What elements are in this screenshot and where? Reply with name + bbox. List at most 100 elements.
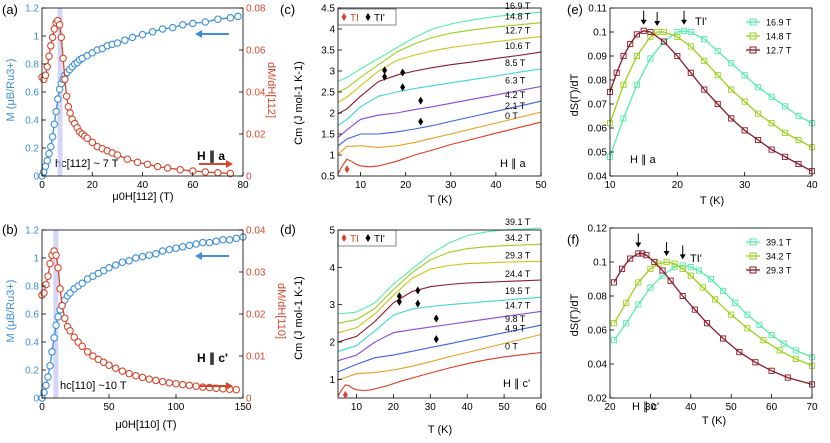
y2-tick-label: 0.08 [246, 4, 266, 15]
data-point [701, 36, 708, 43]
data-point [111, 364, 120, 372]
panel-f-peak-label: TI' [690, 253, 702, 265]
data-point [776, 347, 783, 354]
y-tick-label: 0.06 [588, 124, 608, 135]
data-point [165, 379, 174, 387]
y-tick-label: 1.2 [25, 226, 39, 237]
panel-f-plot: 39.1 T 34.2 T 29.3 T 20 30 40 50 60 70 0.02 0.04 0.… [588, 224, 818, 414]
ti-marker [342, 390, 348, 399]
y-tick-label: 0.05 [588, 148, 608, 159]
y-tick-label: 1 [33, 32, 39, 43]
ti-prime-marker [396, 297, 402, 306]
data-point [62, 92, 71, 100]
x-tick-label: 0 [39, 180, 45, 191]
data-point [133, 158, 142, 167]
panel-b-ylabel: M (μB/Ru3+) [5, 280, 17, 343]
data-point [125, 257, 133, 265]
y-tick-label: 0.07 [588, 100, 608, 111]
data-point [613, 69, 620, 76]
data-point [225, 236, 234, 244]
curve-label: 8.5 T [505, 58, 526, 68]
y-tick-label: 1 [33, 254, 39, 265]
x-tick-label: 30 [425, 402, 437, 413]
series-line-34-2-T [337, 243, 542, 324]
data-point [178, 380, 187, 389]
series-line-12-7-T [337, 36, 542, 103]
data-point [42, 381, 50, 390]
curve-label: 39.1 T [505, 217, 531, 227]
x-tick-label: 60 [187, 180, 199, 191]
series-line-0-T [337, 351, 542, 397]
data-point [145, 375, 153, 383]
data-point [44, 272, 52, 280]
panel-d-tag: (d) [280, 222, 296, 237]
axes-frame [337, 229, 542, 399]
data-point [620, 115, 627, 122]
peak-arrow-head [663, 251, 670, 256]
x-tick-label: 60 [535, 402, 547, 413]
series-line-9-8-T [337, 324, 542, 373]
right-axis-arrow-head [226, 382, 233, 390]
data-point [674, 52, 681, 60]
y2-tick-label: 0.02 [246, 130, 266, 141]
data-point [56, 285, 64, 293]
data-point [165, 245, 174, 254]
legend-marker [749, 18, 757, 26]
y-tick-label: 0.04 [588, 360, 608, 371]
data-point [113, 151, 122, 159]
data-point [659, 267, 666, 274]
y-tick-label: 0.12 [588, 224, 608, 235]
y2-tick-label: 0.04 [246, 226, 266, 237]
data-point [784, 374, 791, 381]
y-tick-label: 0.8 [25, 60, 39, 71]
data-point [132, 371, 140, 380]
panel-a-ylabel: M (μB/Ru3+) [5, 59, 17, 122]
data-point [52, 107, 60, 116]
x-tick-label: 40 [490, 180, 502, 191]
data-point [639, 250, 646, 257]
data-point [145, 251, 153, 259]
y2-tick-label: 0.03 [246, 268, 266, 279]
data-point [111, 261, 120, 269]
data-point [687, 69, 694, 76]
legend-label: 39.1 T [766, 238, 792, 248]
data-point [128, 33, 137, 42]
panel-c-tag: (c) [280, 2, 295, 17]
panel-d-legend-ti-prime: TI' [374, 234, 385, 245]
data-point [234, 12, 242, 21]
data-point [50, 334, 58, 342]
curve-label: 9.8 T [505, 314, 526, 324]
legend-label: 14.8 T [766, 32, 792, 42]
curve-label: 12.7 T [505, 26, 531, 36]
legend-label: 12.7 T [766, 46, 792, 56]
data-point [232, 385, 241, 394]
data-point [679, 262, 686, 269]
series-line-2-1-T [337, 111, 542, 155]
data-point [185, 381, 194, 390]
panel-f-xlabel: T (K) [702, 415, 726, 427]
data-point [610, 279, 618, 286]
data-point [192, 382, 200, 390]
data-point [48, 133, 57, 141]
y-tick-label: 2 [329, 109, 335, 120]
data-point [47, 42, 55, 50]
data-point [635, 250, 642, 257]
y-tick-label: 0.04 [588, 172, 608, 183]
data-point [687, 264, 694, 271]
panel-a-critical-field: hc[112] ~ 7 T [55, 158, 119, 170]
y2-tick-label: 0 [246, 172, 252, 183]
data-point [178, 21, 187, 29]
curve-label: 6.3 T [505, 76, 526, 86]
data-point [780, 340, 787, 347]
x-tick-label: 20 [388, 402, 400, 413]
data-point [635, 301, 642, 308]
data-point [66, 327, 74, 335]
curve-label: 16.9 T [505, 1, 531, 11]
data-point [687, 272, 694, 279]
data-point [760, 337, 767, 344]
curve-label: 2.1 T [505, 101, 526, 111]
data-point [701, 57, 708, 64]
data-point [54, 313, 62, 321]
data-point [50, 120, 59, 128]
data-point [647, 28, 654, 36]
